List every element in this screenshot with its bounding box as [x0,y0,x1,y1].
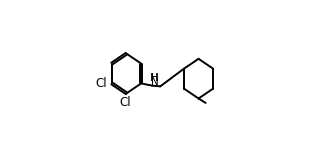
Text: N: N [151,77,159,87]
Text: Cl: Cl [119,96,131,109]
Text: Cl: Cl [95,77,107,90]
Text: H: H [151,73,159,83]
Text: H: H [150,73,158,83]
